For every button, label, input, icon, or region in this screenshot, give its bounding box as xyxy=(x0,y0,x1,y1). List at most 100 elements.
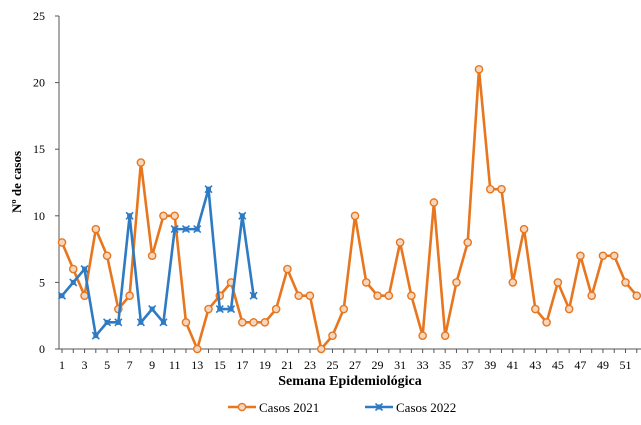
data-point-casos-2021 xyxy=(531,304,540,314)
data-point-casos-2021 xyxy=(68,264,78,274)
x-tick-label: 21 xyxy=(281,358,293,372)
x-tick-label: 7 xyxy=(127,358,133,372)
data-point-casos-2021 xyxy=(395,238,405,247)
y-tick-label: 15 xyxy=(33,142,45,156)
x-tick-label: 51 xyxy=(620,358,632,372)
x-tick-label: 5 xyxy=(104,358,110,372)
y-tick-label: 5 xyxy=(39,275,45,289)
x-tick-label: 33 xyxy=(417,358,429,372)
x-tick-label: 47 xyxy=(574,358,586,372)
data-point-casos-2021 xyxy=(125,291,134,301)
x-tick-label: 41 xyxy=(507,358,519,372)
x-tick-label: 31 xyxy=(394,358,406,372)
data-point-casos-2022 xyxy=(103,318,112,327)
x-tick-label: 39 xyxy=(484,358,496,372)
data-point-casos-2021 xyxy=(204,304,213,314)
legend-marker xyxy=(237,402,247,412)
y-tick-label: 20 xyxy=(33,76,45,90)
y-axis-ticks: 0 5 10 15 20 25 xyxy=(33,9,59,356)
data-point-casos-2021 xyxy=(57,238,67,247)
data-point-casos-2021 xyxy=(283,264,292,274)
data-point-casos-2022 xyxy=(181,225,191,234)
x-tick-label: 43 xyxy=(529,358,541,372)
x-tick-label: 9 xyxy=(149,358,155,372)
data-point-casos-2021 xyxy=(621,278,630,287)
data-point-casos-2021 xyxy=(463,238,473,247)
data-point-casos-2021 xyxy=(576,251,585,261)
data-point-casos-2021 xyxy=(170,211,179,221)
data-point-casos-2021 xyxy=(294,291,303,301)
x-axis-ticks: 1 3 5 7 9 11 13 15 17 19 21 23 25 27 29 31 33 35 37 39 41 43 4… xyxy=(59,349,638,372)
x-tick-label: 29 xyxy=(372,358,384,372)
data-point-casos-2021 xyxy=(238,318,247,327)
data-point-casos-2021 xyxy=(418,331,427,340)
data-point-casos-2021 xyxy=(452,278,461,287)
data-point-casos-2021 xyxy=(485,184,495,194)
data-point-casos-2021 xyxy=(542,318,551,327)
data-point-casos-2021 xyxy=(339,304,349,314)
y-axis-label: Nº de casos xyxy=(9,151,24,213)
data-point-casos-2021 xyxy=(361,278,371,287)
data-point-casos-2021 xyxy=(508,278,518,287)
x-tick-label: 17 xyxy=(236,358,248,372)
data-point-casos-2022 xyxy=(57,291,67,300)
data-point-casos-2022 xyxy=(69,278,78,287)
data-point-casos-2021 xyxy=(102,251,112,261)
data-point-casos-2021 xyxy=(271,304,281,314)
series-line-casos-2021 xyxy=(60,67,638,351)
x-tick-label: 11 xyxy=(169,358,181,372)
x-tick-label: 49 xyxy=(597,358,609,372)
data-point-casos-2022 xyxy=(226,304,236,314)
data-point-casos-2021 xyxy=(305,291,315,301)
x-tick-label: 19 xyxy=(259,358,271,372)
x-tick-label: 25 xyxy=(326,358,338,372)
data-point-casos-2022 xyxy=(136,318,145,327)
y-tick-label: 0 xyxy=(39,342,45,356)
legend-label: Casos 2022 xyxy=(396,400,456,415)
data-point-casos-2021 xyxy=(474,64,484,74)
x-tick-label: 13 xyxy=(191,358,203,372)
data-point-casos-2021 xyxy=(609,251,619,261)
data-point-casos-2022 xyxy=(114,318,123,327)
data-point-casos-2021 xyxy=(553,278,563,287)
data-point-casos-2021 xyxy=(497,184,506,194)
data-point-casos-2021 xyxy=(440,331,450,340)
data-point-casos-2021 xyxy=(373,291,382,301)
data-point-casos-2021 xyxy=(564,304,574,314)
data-point-casos-2021 xyxy=(598,251,608,261)
x-tick-label: 3 xyxy=(82,358,88,372)
y-tick-label: 25 xyxy=(33,9,45,23)
data-point-casos-2021 xyxy=(80,291,89,301)
x-tick-label: 35 xyxy=(439,358,451,372)
data-point-casos-2021 xyxy=(249,318,258,327)
legend-label: Casos 2021 xyxy=(259,400,319,415)
data-point-casos-2021 xyxy=(91,224,101,234)
data-point-casos-2022 xyxy=(249,291,258,300)
data-point-casos-2022 xyxy=(204,185,213,194)
data-point-casos-2022 xyxy=(215,304,224,314)
series-casos-2022 xyxy=(57,185,258,340)
legend: Casos 2021 Casos 2022 xyxy=(228,400,456,415)
data-point-casos-2021 xyxy=(159,211,168,221)
series-casos-2021 xyxy=(57,64,641,354)
x-tick-label: 45 xyxy=(552,358,564,372)
legend-item-casos-2022: Casos 2022 xyxy=(365,400,456,415)
data-point-casos-2021 xyxy=(260,318,270,327)
data-point-casos-2021 xyxy=(384,291,394,301)
x-tick-label: 37 xyxy=(462,358,474,372)
data-point-casos-2021 xyxy=(192,344,202,354)
data-point-casos-2021 xyxy=(407,291,416,301)
data-point-casos-2022 xyxy=(148,304,157,314)
data-point-casos-2022 xyxy=(125,211,134,220)
x-tick-label: 27 xyxy=(349,358,361,372)
data-point-casos-2022 xyxy=(193,225,202,234)
data-point-casos-2021 xyxy=(587,291,596,301)
x-tick-label: 15 xyxy=(214,358,226,372)
data-point-casos-2022 xyxy=(80,265,89,274)
data-point-casos-2022 xyxy=(159,318,168,327)
legend-marker xyxy=(374,402,384,412)
legend-item-casos-2021: Casos 2021 xyxy=(228,400,319,415)
data-point-casos-2021 xyxy=(136,158,146,167)
data-point-casos-2021 xyxy=(328,331,337,340)
